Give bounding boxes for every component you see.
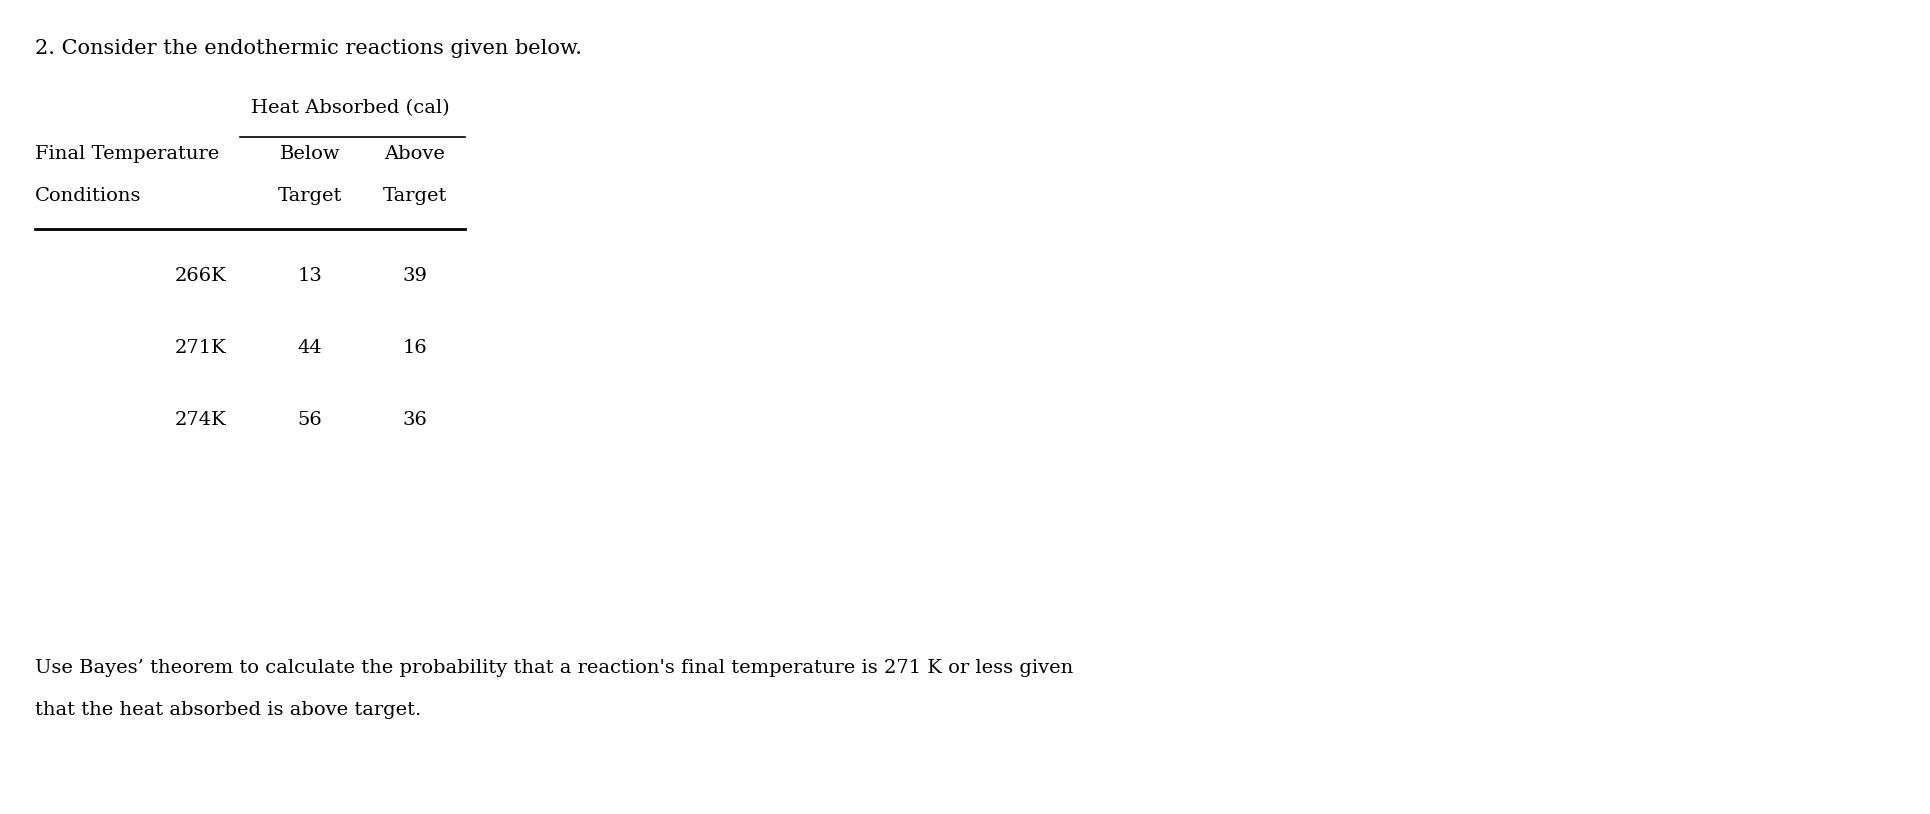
Text: 56: 56 (297, 411, 322, 429)
Text: that the heat absorbed is above target.: that the heat absorbed is above target. (35, 701, 421, 719)
Text: Below: Below (280, 145, 340, 163)
Text: Use Bayes’ theorem to calculate the probability that a reaction's final temperat: Use Bayes’ theorem to calculate the prob… (35, 659, 1073, 677)
Text: Above: Above (384, 145, 446, 163)
Text: 13: 13 (297, 267, 322, 285)
Text: 16: 16 (403, 339, 427, 357)
Text: 39: 39 (403, 267, 428, 285)
Text: Target: Target (278, 187, 342, 205)
Text: Heat Absorbed (cal): Heat Absorbed (cal) (251, 99, 450, 117)
Text: Final Temperature: Final Temperature (35, 145, 220, 163)
Text: 271K: 271K (174, 339, 226, 357)
Text: 36: 36 (403, 411, 427, 429)
Text: 44: 44 (297, 339, 322, 357)
Text: 2. Consider the endothermic reactions given below.: 2. Consider the endothermic reactions gi… (35, 39, 583, 58)
Text: Target: Target (382, 187, 448, 205)
Text: 266K: 266K (174, 267, 226, 285)
Text: 274K: 274K (174, 411, 226, 429)
Text: Conditions: Conditions (35, 187, 141, 205)
